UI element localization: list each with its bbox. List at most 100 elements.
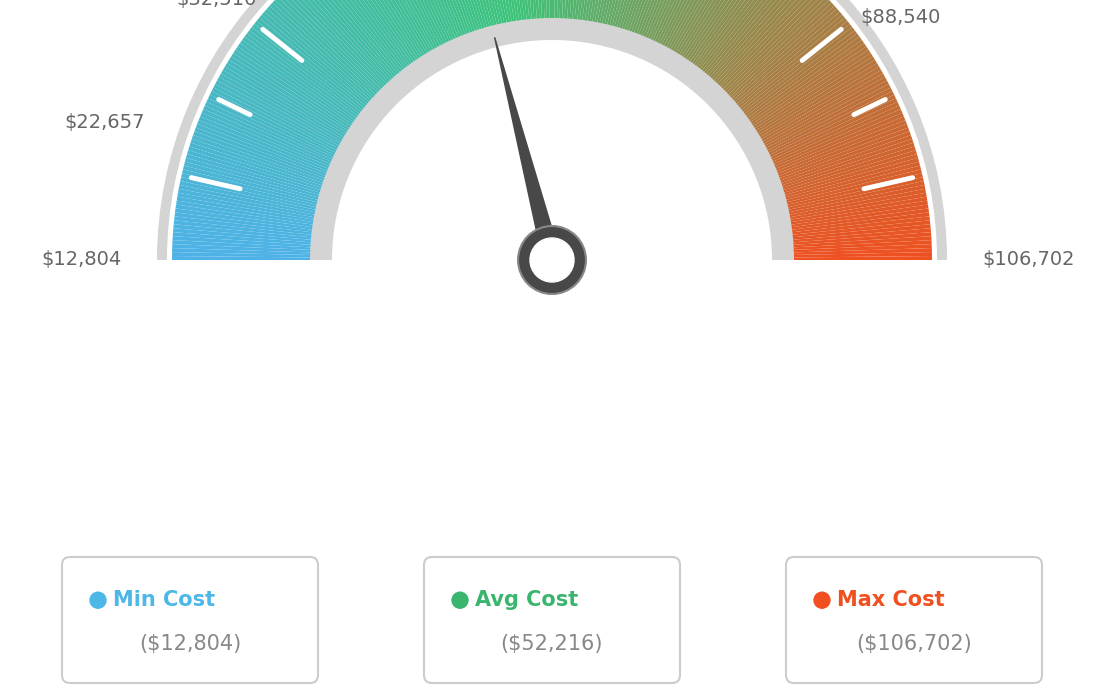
- Circle shape: [518, 226, 586, 294]
- Wedge shape: [173, 224, 314, 240]
- Wedge shape: [772, 106, 901, 165]
- Wedge shape: [267, 6, 373, 101]
- Text: Avg Cost: Avg Cost: [475, 590, 578, 610]
- Wedge shape: [792, 244, 932, 253]
- Wedge shape: [614, 0, 655, 29]
- Wedge shape: [777, 128, 910, 179]
- Wedge shape: [716, 0, 815, 87]
- FancyBboxPatch shape: [424, 557, 680, 683]
- Wedge shape: [195, 124, 328, 177]
- Wedge shape: [435, 0, 480, 32]
- Wedge shape: [537, 0, 544, 20]
- Wedge shape: [696, 0, 782, 69]
- Wedge shape: [769, 98, 898, 160]
- Wedge shape: [284, 0, 384, 90]
- Wedge shape: [369, 0, 438, 50]
- Wedge shape: [628, 0, 677, 33]
- Wedge shape: [178, 193, 316, 220]
- Wedge shape: [194, 128, 327, 179]
- Wedge shape: [172, 256, 312, 260]
- Wedge shape: [726, 0, 831, 97]
- Wedge shape: [594, 0, 623, 24]
- Wedge shape: [520, 0, 534, 21]
- Wedge shape: [174, 213, 314, 233]
- Wedge shape: [582, 0, 604, 22]
- Wedge shape: [310, 0, 401, 75]
- Wedge shape: [604, 0, 639, 26]
- Wedge shape: [508, 0, 527, 21]
- Wedge shape: [619, 0, 661, 30]
- Wedge shape: [771, 102, 899, 162]
- Wedge shape: [497, 0, 519, 23]
- Wedge shape: [405, 0, 461, 39]
- Wedge shape: [732, 9, 840, 103]
- Wedge shape: [223, 66, 346, 140]
- Wedge shape: [679, 0, 755, 57]
- Wedge shape: [630, 0, 681, 34]
- Wedge shape: [756, 60, 877, 136]
- Wedge shape: [221, 70, 344, 142]
- Wedge shape: [183, 166, 319, 203]
- Circle shape: [814, 592, 830, 608]
- Wedge shape: [634, 0, 684, 35]
- Wedge shape: [362, 0, 434, 52]
- Wedge shape: [574, 0, 592, 21]
- Wedge shape: [718, 0, 818, 88]
- Wedge shape: [250, 27, 362, 115]
- Wedge shape: [636, 0, 688, 36]
- Wedge shape: [612, 0, 650, 28]
- Wedge shape: [346, 0, 424, 59]
- Wedge shape: [640, 0, 696, 38]
- Wedge shape: [438, 0, 482, 31]
- Wedge shape: [773, 112, 904, 169]
- Wedge shape: [655, 0, 718, 44]
- Wedge shape: [661, 0, 728, 48]
- Wedge shape: [567, 0, 580, 21]
- Wedge shape: [172, 252, 312, 257]
- Wedge shape: [714, 0, 813, 85]
- Wedge shape: [792, 240, 932, 250]
- Wedge shape: [789, 201, 928, 225]
- Wedge shape: [682, 0, 762, 60]
- Wedge shape: [524, 0, 537, 21]
- Wedge shape: [227, 60, 348, 136]
- Wedge shape: [743, 30, 857, 117]
- Wedge shape: [273, 0, 378, 97]
- Wedge shape: [179, 185, 317, 215]
- Wedge shape: [225, 63, 347, 138]
- Wedge shape: [711, 0, 806, 81]
- Wedge shape: [789, 208, 928, 230]
- Wedge shape: [659, 0, 724, 46]
- Wedge shape: [792, 252, 932, 257]
- Wedge shape: [198, 120, 329, 174]
- Wedge shape: [779, 139, 913, 186]
- Wedge shape: [174, 217, 314, 235]
- Wedge shape: [607, 0, 643, 27]
- Wedge shape: [485, 0, 512, 23]
- Wedge shape: [443, 0, 485, 30]
- Wedge shape: [423, 0, 474, 34]
- Wedge shape: [562, 0, 572, 20]
- Wedge shape: [689, 0, 772, 64]
- Wedge shape: [190, 143, 323, 188]
- Wedge shape: [745, 33, 859, 119]
- Wedge shape: [310, 18, 794, 260]
- Wedge shape: [416, 0, 468, 36]
- Wedge shape: [787, 185, 925, 215]
- Wedge shape: [336, 0, 417, 63]
- Wedge shape: [592, 0, 619, 23]
- Wedge shape: [742, 27, 854, 115]
- Wedge shape: [473, 0, 505, 26]
- Wedge shape: [675, 0, 749, 55]
- Wedge shape: [597, 0, 627, 25]
- Wedge shape: [767, 91, 894, 155]
- Wedge shape: [172, 240, 312, 250]
- Wedge shape: [199, 117, 330, 172]
- Text: $22,657: $22,657: [64, 113, 145, 132]
- Wedge shape: [289, 0, 388, 87]
- Wedge shape: [792, 232, 932, 245]
- Wedge shape: [707, 0, 800, 79]
- Wedge shape: [781, 143, 914, 188]
- Wedge shape: [352, 0, 427, 56]
- Wedge shape: [729, 3, 835, 99]
